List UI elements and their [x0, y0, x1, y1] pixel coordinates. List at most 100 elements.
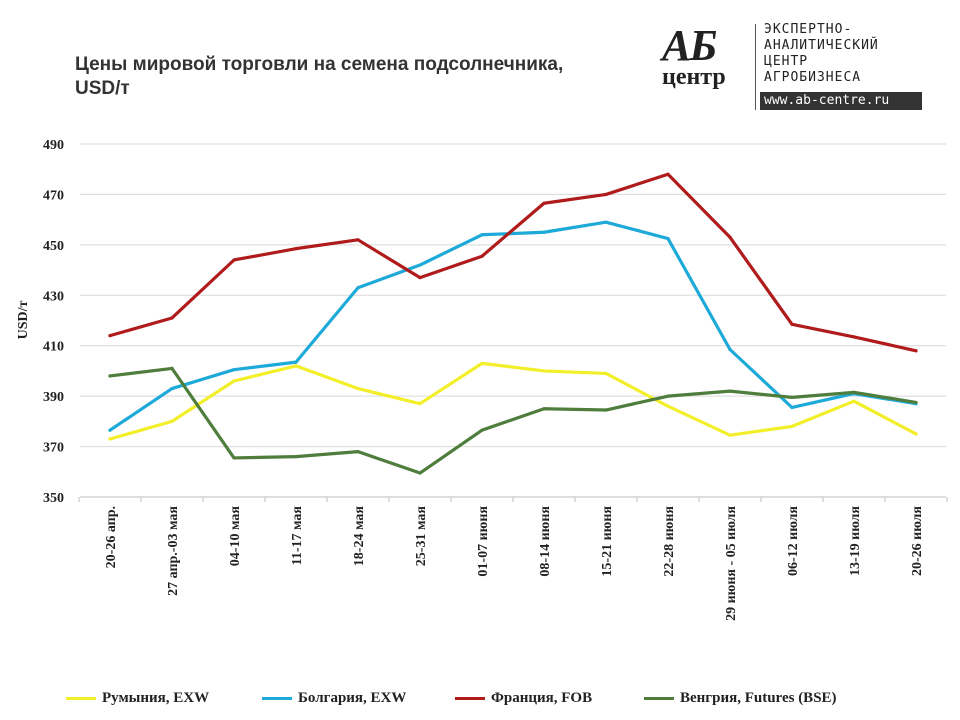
legend-swatch: [644, 696, 674, 700]
data-point: [418, 263, 422, 267]
x-tick-label-text: 08-14 июня: [538, 506, 553, 577]
x-tick-label: 06-12 июля: [786, 506, 801, 576]
data-point: [852, 399, 856, 403]
y-axis-label: USD/т: [16, 300, 31, 339]
data-point: [480, 361, 484, 365]
logo-mark-top: АБ: [662, 21, 717, 70]
y-tick-label: 350: [43, 491, 64, 506]
data-point: [294, 360, 298, 364]
y-tick-label: 410: [43, 340, 64, 355]
data-point: [914, 432, 918, 436]
data-point: [542, 201, 546, 205]
data-point: [728, 389, 732, 393]
data-point: [480, 428, 484, 432]
chart-title-line-2: USD/т: [75, 78, 130, 99]
data-point: [790, 395, 794, 400]
x-tick-label: 13-19 июля: [848, 506, 863, 576]
data-point: [666, 394, 670, 398]
data-point: [232, 379, 236, 383]
x-tick-label-text: 01-07 июня: [476, 506, 491, 577]
data-point: [666, 172, 670, 176]
series-line: [108, 172, 918, 353]
logo-text-line: АНАЛИТИЧЕСКИЙ: [764, 38, 879, 53]
logo-text-line: ЭКСПЕРТНО-: [764, 22, 853, 37]
data-point: [666, 236, 670, 241]
data-point: [852, 390, 856, 394]
axes: 350 370 390 410 430 450 470 490 20-26 апр. 27 апр…: [43, 138, 948, 621]
legend-swatch: [262, 696, 292, 700]
logo-url: www.ab-centre.ru: [760, 92, 922, 110]
data-point: [604, 408, 608, 412]
data-point: [108, 334, 112, 338]
data-point: [356, 386, 360, 391]
y-tick-label: 450: [43, 239, 64, 254]
legend-label: Болгария, EXW: [298, 689, 407, 706]
x-tick-label: 29 июня - 05 июля: [724, 506, 739, 621]
series-line: [108, 361, 918, 441]
data-point: [170, 316, 174, 320]
x-tick-label: 18-24 мая: [352, 506, 367, 567]
series-lines: [108, 172, 918, 475]
legend-item: Болгария, EXW: [262, 686, 406, 710]
x-tick-label: 20-26 апр.: [104, 506, 119, 568]
data-point: [294, 247, 298, 251]
chart-title-line-1: Цены мировой торговли на семена подсолне…: [75, 54, 564, 75]
x-tick-label-text: 20-26 апр.: [104, 506, 119, 568]
data-point: [170, 386, 174, 391]
legend-item: Румыния, EXW: [66, 686, 209, 710]
logo-mark-bottom: центр: [662, 64, 726, 90]
data-point: [542, 407, 546, 411]
data-point: [914, 349, 918, 353]
legend-item: Венгрия, Futures (BSE): [644, 686, 837, 710]
x-tick-label: 04-10 мая: [228, 506, 243, 567]
x-tick-label-text: 27 апр.-03 мая: [166, 506, 181, 596]
chart-title: Цены мировой торговли на семена подсолне…: [75, 53, 563, 101]
y-tick-label: 390: [43, 390, 64, 405]
x-tick-label: 27 апр.-03 мая: [166, 506, 181, 596]
data-point: [728, 433, 732, 437]
series-line: [108, 366, 918, 475]
data-point: [418, 276, 422, 280]
x-tick-label: 22-28 июня: [662, 506, 677, 577]
data-point: [356, 238, 360, 242]
x-tick-label-text: 13-19 июля: [848, 506, 863, 576]
logo-mark: АБ центр: [660, 21, 752, 114]
y-tick-label: 490: [43, 138, 64, 153]
x-tick-label: 01-07 июня: [476, 506, 491, 577]
data-point: [480, 254, 484, 258]
x-tick-label: 11-17 мая: [290, 506, 305, 566]
data-point: [542, 230, 546, 234]
x-tick-label-text: 25-31 мая: [414, 506, 429, 567]
data-point: [790, 322, 794, 326]
data-point: [790, 405, 794, 410]
data-point: [418, 471, 422, 475]
logo-text-line: ЦЕНТР: [764, 54, 809, 69]
x-tick-label-text: 18-24 мая: [352, 506, 367, 567]
x-tick-label: 20-26 июля: [910, 506, 925, 576]
data-point: [108, 374, 112, 378]
data-point: [356, 286, 360, 290]
logo-divider: [755, 24, 756, 110]
legend-item: Франция, FOB: [455, 686, 592, 710]
data-point: [418, 402, 422, 406]
x-tick-label: 25-31 мая: [414, 506, 429, 567]
x-tick-label-text: 29 июня - 05 июля: [724, 506, 739, 621]
data-point: [542, 369, 546, 373]
data-point: [790, 424, 794, 428]
data-point: [728, 235, 732, 239]
line-chart: 350 370 390 410 430 450 470 490 20-26 апр. 27 апр…: [16, 138, 948, 621]
y-tick-label: 370: [43, 441, 64, 456]
data-point: [108, 437, 112, 441]
x-tick-label-text: 11-17 мая: [290, 506, 305, 566]
data-point: [170, 419, 174, 423]
x-tick-label: 08-14 июня: [538, 506, 553, 577]
data-point: [232, 368, 236, 372]
data-point: [604, 220, 608, 224]
x-tick-label-text: 22-28 июня: [662, 506, 677, 577]
chart-legend: Румыния, EXW Болгария, EXW Франция, FOB Вен…: [0, 686, 960, 714]
legend-label: Венгрия, Futures (BSE): [680, 689, 837, 706]
data-point: [480, 233, 484, 237]
data-point: [232, 258, 236, 262]
logo-text: ЭКСПЕРТНО- АНАЛИТИЧЕСКИЙ ЦЕНТР АГРОБИЗНЕ…: [764, 22, 879, 86]
data-point: [170, 366, 174, 371]
